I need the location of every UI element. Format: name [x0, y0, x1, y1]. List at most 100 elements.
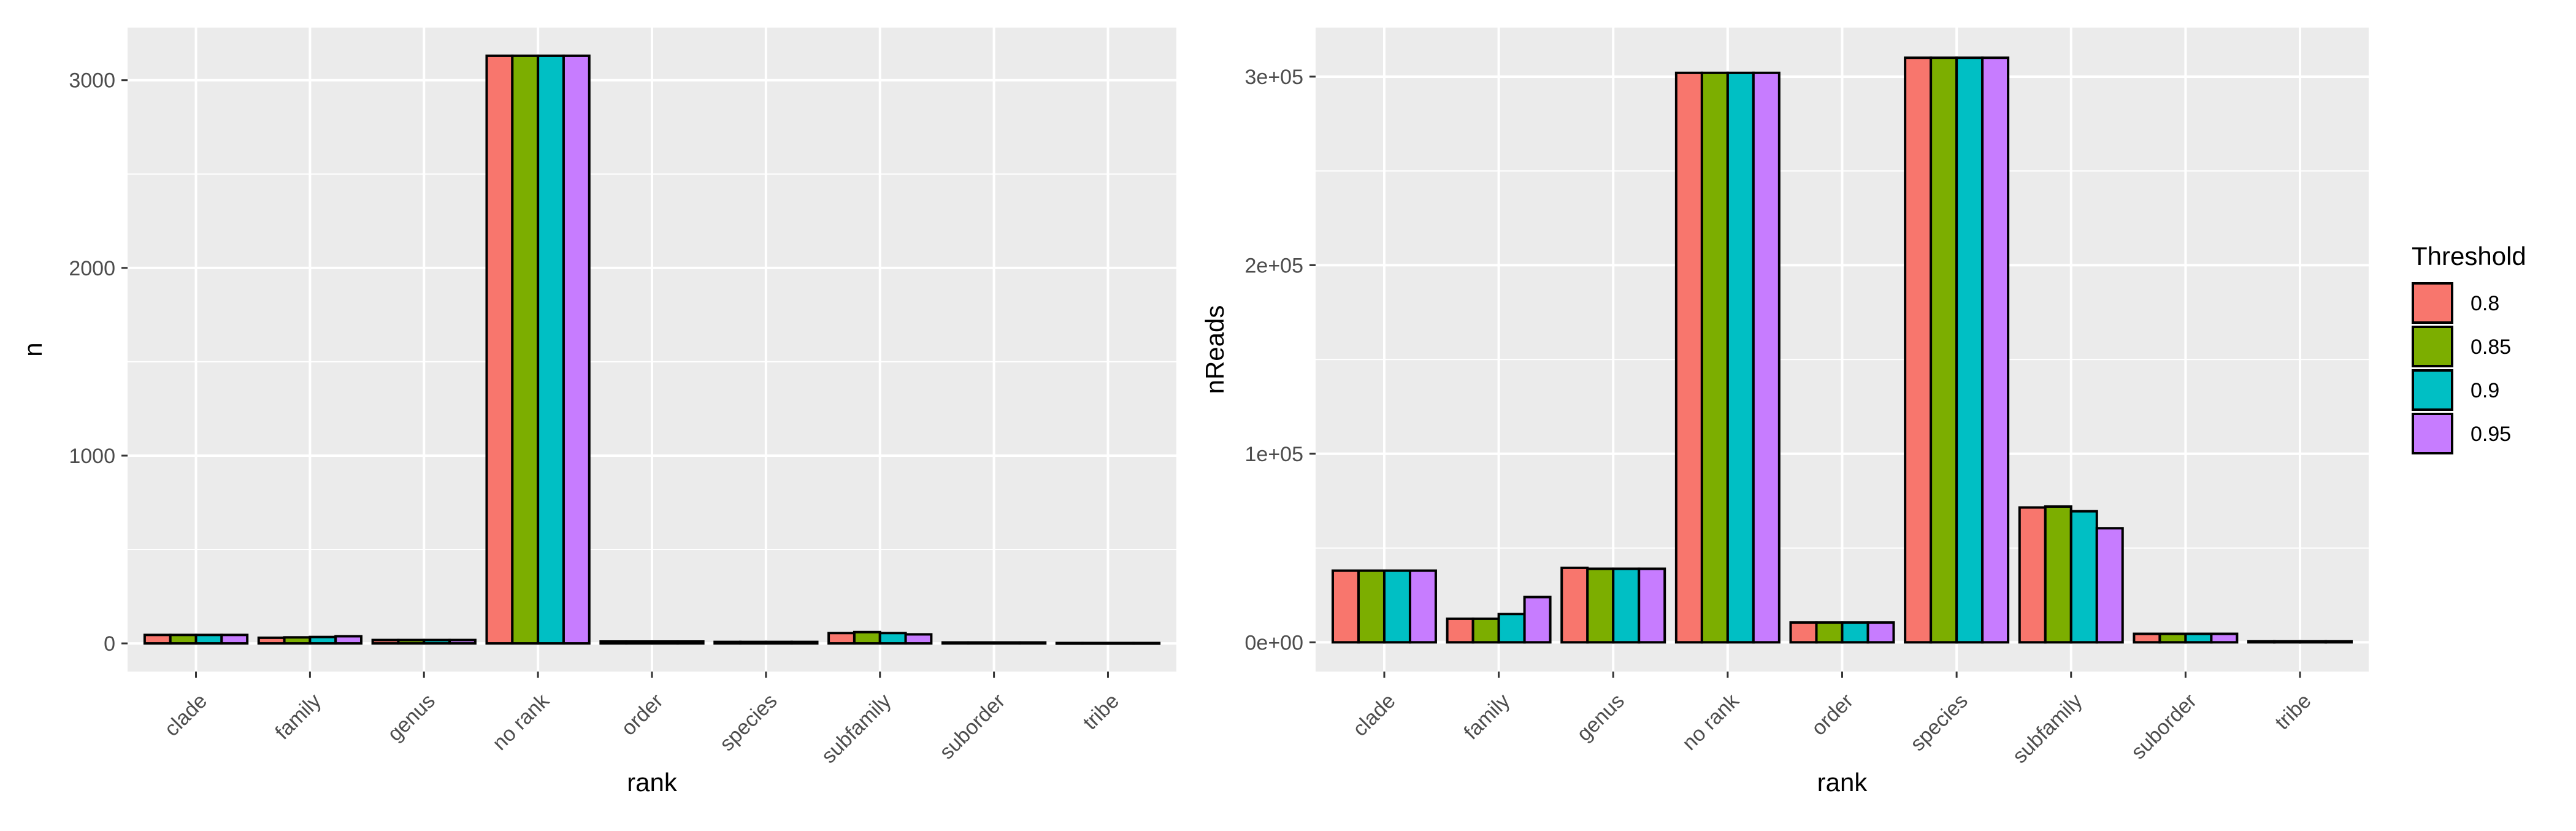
bar [309, 635, 337, 645]
y-axis-title: n [18, 342, 47, 356]
bar [904, 633, 933, 645]
y-tick-label: 1000 [69, 445, 115, 468]
bar [1930, 56, 1958, 644]
bar [2210, 632, 2239, 644]
bar [485, 54, 514, 645]
bar [220, 634, 249, 645]
x-tick-label: subfamily [817, 689, 895, 768]
y-tick-label: 3000 [69, 69, 115, 93]
legend-key [2412, 369, 2453, 411]
bar [1446, 617, 1474, 644]
legend-key [2412, 282, 2453, 324]
bar [2247, 640, 2276, 644]
chart-panel-nreads: 0e+00 1e+05 2e+05 3e+05 clade family genus no r… [1200, 28, 2369, 797]
bar [1382, 569, 1411, 644]
bar [283, 636, 312, 645]
x-tick-label: genus [383, 689, 440, 746]
x-tick-label: suborder [935, 689, 1010, 764]
bar [371, 638, 400, 645]
bar [194, 634, 223, 645]
bar [2044, 505, 2072, 644]
x-tick-label: tribe [2271, 689, 2316, 735]
bar [1726, 71, 1755, 644]
bar [562, 54, 591, 645]
bar [2133, 632, 2161, 644]
y-tick-label: 1e+05 [1245, 443, 1304, 466]
x-tick-label: clade [160, 689, 212, 741]
bar [764, 640, 793, 645]
y-tick-label: 2e+05 [1245, 254, 1304, 277]
bar [143, 634, 172, 645]
legend-label: 0.95 [2471, 423, 2511, 446]
y-tick-label: 0 [104, 632, 115, 656]
bar [1586, 567, 1615, 644]
bar [1638, 567, 1666, 644]
x-tick-label: tribe [1078, 689, 1124, 735]
legend-key [2412, 413, 2453, 454]
x-tick-label: species [715, 689, 781, 756]
bar [537, 54, 565, 645]
bar [1955, 56, 1984, 644]
bar [739, 640, 767, 645]
bar [790, 640, 819, 645]
bar [1981, 56, 2010, 644]
bar [1408, 569, 1437, 644]
x-tick-label: order [617, 689, 668, 740]
bar [511, 54, 540, 645]
x-tick-label: species [1906, 689, 1972, 756]
bar [1752, 71, 1781, 644]
bar [713, 640, 742, 645]
bar [2325, 640, 2353, 644]
bar [878, 632, 907, 645]
bar [625, 640, 653, 645]
bar [2069, 510, 2098, 644]
bar [1331, 569, 1360, 644]
y-tick-label: 3e+05 [1245, 66, 1304, 89]
bar [2273, 640, 2302, 644]
bar [1497, 613, 1526, 644]
y-tick-label: 2000 [69, 257, 115, 280]
bar [1904, 56, 1933, 644]
y-tick-label: 0e+00 [1245, 631, 1304, 654]
x-axis-title: rank [1817, 768, 1868, 797]
bar [169, 634, 197, 645]
x-tick-label: suborder [2126, 689, 2201, 764]
bar [676, 640, 705, 645]
bar [827, 632, 856, 645]
x-tick-label: no rank [488, 689, 554, 755]
bar [651, 640, 679, 645]
legend-title: Threshold [2412, 242, 2526, 270]
x-axis-title: rank [627, 768, 678, 797]
bar [2095, 527, 2124, 644]
bar [1866, 621, 1895, 644]
legend-label: 0.8 [2471, 292, 2499, 315]
bar [941, 641, 970, 645]
bar [334, 635, 363, 645]
bar [2158, 632, 2187, 644]
bar [2018, 506, 2047, 644]
bar [1357, 569, 1386, 644]
bar [1471, 617, 1500, 644]
legend-label: 0.85 [2471, 335, 2511, 359]
x-tick-label: order [1807, 689, 1858, 740]
legend-label: 0.9 [2471, 379, 2499, 402]
x-tick-label: family [270, 689, 326, 745]
x-tick-label: family [1460, 689, 1515, 745]
x-tick-label: subfamily [2008, 689, 2087, 768]
bar [853, 630, 881, 645]
chart-panel-n: 0 1000 2000 3000 clade family genus no rank orde… [18, 28, 1176, 797]
x-tick-label: genus [1573, 689, 1629, 746]
y-axis-title: nReads [1200, 305, 1229, 394]
bar [1560, 566, 1589, 644]
bar [448, 638, 477, 645]
bar [1815, 621, 1844, 644]
bar [1789, 621, 1818, 644]
bar [967, 641, 995, 645]
legend: Threshold 0.8 0.85 0.9 0.95 [2412, 242, 2526, 454]
bar [397, 638, 426, 645]
bar [992, 641, 1021, 645]
bar [423, 638, 451, 645]
bar [1523, 595, 1552, 644]
